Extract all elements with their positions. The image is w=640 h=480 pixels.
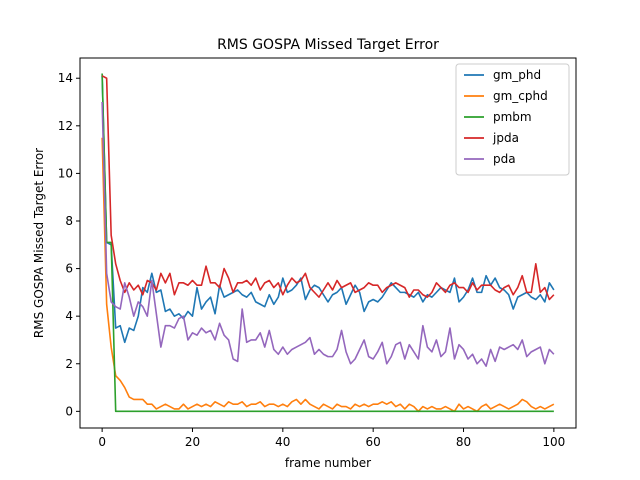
legend-label-jpda: jpda bbox=[492, 131, 519, 145]
y-tick-label: 2 bbox=[65, 357, 73, 371]
x-axis: 0 20 40 60 80 100 bbox=[98, 428, 565, 449]
legend-label-pda: pda bbox=[493, 152, 516, 166]
chart-title: RMS GOSPA Missed Target Error bbox=[217, 37, 439, 53]
y-axis-label: RMS GOSPA Missed Target Error bbox=[32, 148, 46, 338]
x-tick-label: 40 bbox=[275, 435, 290, 449]
x-tick-label: 0 bbox=[98, 435, 106, 449]
x-tick-label: 60 bbox=[366, 435, 381, 449]
legend-label-gm-phd: gm_phd bbox=[493, 68, 541, 82]
series-line-gm-phd bbox=[101, 75, 555, 344]
series-line-pda bbox=[101, 101, 555, 367]
y-tick-label: 0 bbox=[65, 404, 73, 418]
x-axis-label: frame number bbox=[285, 456, 371, 470]
y-tick-label: 10 bbox=[58, 166, 73, 180]
y-tick-label: 8 bbox=[65, 214, 73, 228]
axes-frame bbox=[79, 57, 577, 429]
y-tick-label: 12 bbox=[58, 119, 73, 133]
legend-label-gm-cphd: gm_cphd bbox=[493, 89, 548, 103]
series-line-gm-cphd bbox=[101, 137, 555, 413]
series-line-jpda bbox=[101, 75, 555, 301]
y-tick-label: 4 bbox=[65, 309, 73, 323]
series-line-pmbm bbox=[101, 73, 554, 413]
y-axis: 0 2 4 6 8 10 12 14 bbox=[58, 71, 80, 418]
x-tick-label: 100 bbox=[542, 435, 565, 449]
plot-area bbox=[101, 73, 555, 413]
legend-label-pmbm: pmbm bbox=[493, 110, 532, 124]
x-tick-label: 80 bbox=[456, 435, 471, 449]
y-tick-label: 6 bbox=[65, 262, 73, 276]
y-tick-label: 14 bbox=[58, 71, 73, 85]
x-tick-label: 20 bbox=[185, 435, 200, 449]
legend-box bbox=[455, 63, 570, 176]
